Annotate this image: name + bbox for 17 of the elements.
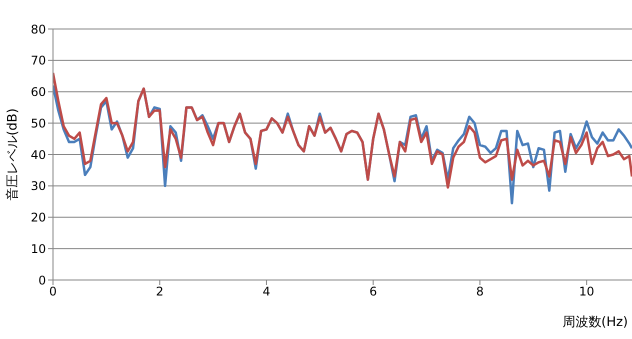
y-tick-label: 50: [30, 116, 46, 130]
x-tick-label: 4: [262, 284, 270, 299]
x-axis-title: 周波数(Hz): [562, 315, 628, 330]
y-tick-label: 70: [30, 54, 46, 68]
y-tick-label: 30: [30, 179, 46, 194]
y-tick-label: 60: [30, 85, 46, 100]
y-axis-title: 音圧レベル(dB): [6, 108, 21, 201]
x-tick-label: 0: [49, 284, 57, 299]
x-tick-label: 2: [156, 284, 164, 299]
y-tick-label: 80: [30, 22, 46, 36]
x-tick-label: 6: [369, 284, 378, 299]
x-tick-label: 10: [579, 284, 594, 299]
y-tick-label: 40: [30, 148, 46, 162]
y-tick-label: 20: [30, 210, 46, 225]
y-tick-label: 0: [38, 273, 46, 288]
x-tick-label: 8: [476, 284, 484, 299]
y-tick-label: 10: [30, 242, 46, 256]
